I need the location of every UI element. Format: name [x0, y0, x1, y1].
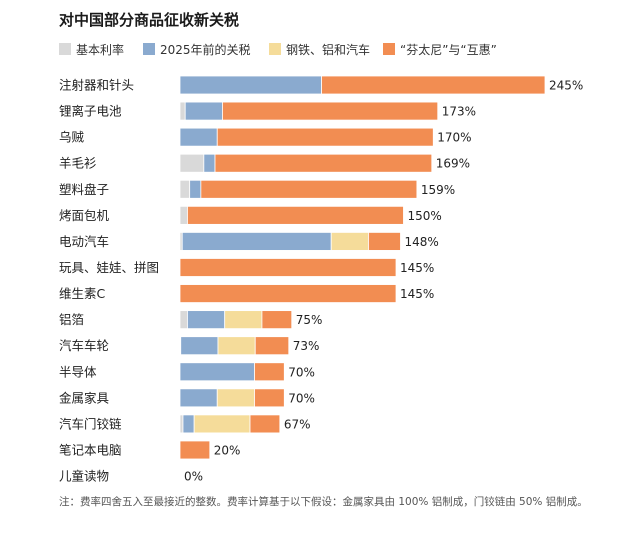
footnote: 注：费率四舍五入至最接近的整数。费率计算基于以下假设：金属家具由 100% 铝制… [59, 496, 588, 508]
bar-segment-base-rate [179, 179, 191, 199]
total-label: 73% [293, 339, 320, 353]
total-label: 173% [442, 105, 476, 119]
total-label: 150% [407, 209, 441, 223]
legend-label-base-rate: 基本利率 [76, 42, 125, 57]
bar-segment-base-rate [179, 205, 188, 225]
legend: 基本利率 2025年前的关税 钢铁、铝和汽车 “芬太尼”与“互惠” [59, 40, 497, 58]
bar-segment-pre-2025 [179, 388, 218, 408]
category-label: 玩具、娃娃、拼图 [59, 260, 159, 275]
legend-item-base-rate: 基本利率 [59, 41, 143, 58]
bar-segment-fentanyl-reciprocal [179, 258, 397, 277]
category-label: 乌贼 [59, 130, 85, 145]
bar-segment-fentanyl-reciprocal [368, 232, 401, 251]
bar-segment-fentanyl-reciprocal [179, 284, 397, 303]
legend-swatch-base-rate [59, 43, 71, 55]
category-label: 笔记本电脑 [59, 442, 122, 457]
category-label: 汽车门铰链 [59, 416, 122, 431]
total-label: 70% [288, 391, 315, 405]
category-label: 铝箔 [59, 312, 84, 327]
category-label: 维生素C [59, 286, 106, 301]
category-label: 羊毛衫 [59, 156, 97, 171]
bar-segment-pre-2025 [179, 362, 255, 382]
total-label: 145% [400, 261, 434, 275]
legend-label-fentanyl-reciprocal: “芬太尼”与“互惠” [400, 42, 497, 57]
bar-segment-fentanyl-reciprocal [321, 75, 546, 95]
legend-item-fentanyl-reciprocal: “芬太尼”与“互惠” [383, 41, 497, 58]
category-label: 锂离子电池 [59, 104, 122, 119]
total-label: 148% [404, 235, 438, 249]
bar-segment-fentanyl-reciprocal [249, 414, 281, 434]
bar-segment-fentanyl-reciprocal [214, 153, 433, 173]
category-label: 汽车车轮 [59, 338, 109, 353]
bar-segment-steel-aluminum-autos [330, 232, 369, 251]
bar-segment-fentanyl-reciprocal [254, 362, 285, 382]
bar-segment-base-rate [179, 310, 188, 330]
category-label: 半导体 [59, 364, 97, 379]
bar-segment-pre-2025 [203, 153, 216, 173]
bar-segment-pre-2025 [187, 310, 226, 330]
legend-item-pre-2025: 2025年前的关税 [143, 41, 269, 58]
bar-segment-pre-2025 [179, 75, 322, 95]
bar-segment-pre-2025 [184, 101, 223, 121]
bar-segment-fentanyl-reciprocal [179, 440, 211, 460]
bar-segment-steel-aluminum-autos [217, 336, 256, 356]
bar-segment-steel-aluminum-autos [193, 414, 251, 434]
bar-segment-base-rate [179, 414, 184, 434]
bar-segment-fentanyl-reciprocal [254, 336, 290, 356]
bar-segment-pre-2025 [179, 127, 218, 147]
total-label: 159% [421, 183, 455, 197]
category-label: 注射器和针头 [59, 78, 134, 93]
category-label: 塑料盘子 [59, 182, 109, 197]
category-label: 儿童读物 [59, 469, 109, 484]
bar-segment-base-rate [179, 153, 205, 173]
bar-segment-pre-2025 [180, 336, 219, 356]
total-label: 20% [214, 443, 241, 457]
bar-segment-fentanyl-reciprocal [254, 388, 285, 408]
bar-segment-fentanyl-reciprocal [222, 101, 439, 121]
legend-item-steel-aluminum-autos: 钢铁、铝和汽车 [269, 41, 383, 58]
total-label: 169% [436, 157, 470, 171]
total-label: 75% [296, 313, 323, 327]
total-label: 245% [549, 79, 583, 93]
bar-segment-steel-aluminum-autos [224, 310, 263, 330]
legend-swatch-fentanyl-reciprocal [383, 43, 395, 55]
bar-segment-fentanyl-reciprocal [187, 205, 404, 225]
total-label: 145% [400, 287, 434, 301]
bar-segment-fentanyl-reciprocal [261, 310, 293, 330]
category-label: 金属家具 [59, 390, 110, 405]
legend-label-pre-2025: 2025年前的关税 [160, 42, 251, 57]
total-label: 0% [184, 470, 203, 484]
bar-segment-steel-aluminum-autos [216, 388, 255, 408]
bar-segment-pre-2025 [181, 232, 332, 251]
bar-segment-fentanyl-reciprocal [216, 127, 434, 147]
bar-segment-pre-2025 [189, 179, 202, 199]
category-label: 烤面包机 [59, 208, 110, 223]
total-label: 70% [288, 365, 315, 379]
bar-segment-fentanyl-reciprocal [200, 179, 418, 199]
chart-title: 对中国部分商品征收新关税 [59, 11, 240, 29]
legend-label-steel-aluminum-autos: 钢铁、铝和汽车 [286, 42, 371, 57]
category-label: 电动汽车 [59, 234, 109, 249]
bar-segment-pre-2025 [182, 414, 195, 434]
legend-swatch-pre-2025 [143, 43, 155, 55]
total-label: 170% [437, 131, 471, 145]
bar-segment-base-rate [179, 101, 186, 121]
legend-swatch-steel-aluminum-autos [269, 43, 281, 55]
total-label: 67% [284, 417, 311, 431]
